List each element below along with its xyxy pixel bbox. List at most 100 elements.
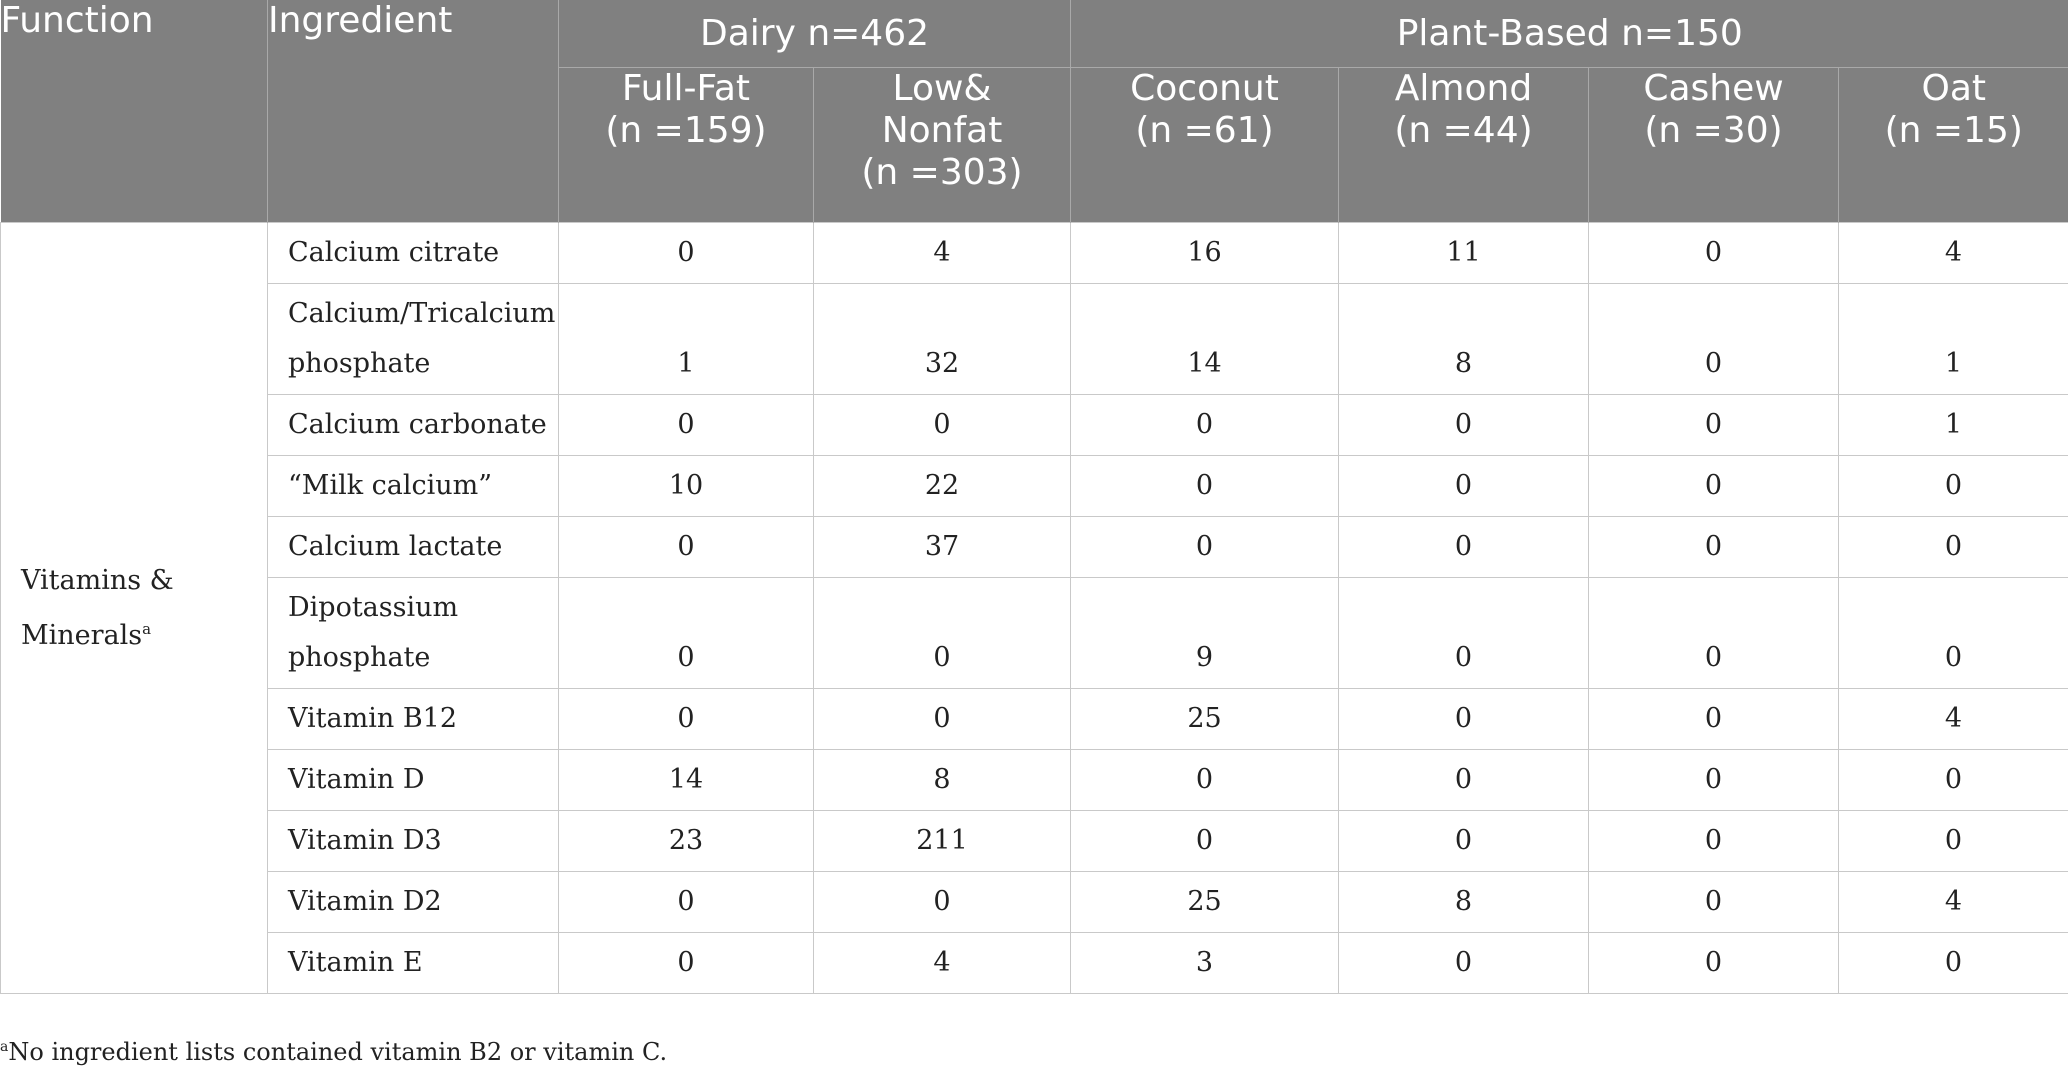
table-row: Vitamin D3 23 211 0 0 0 0	[1, 810, 2068, 872]
ingredient-cell: Dipotassium phosphate	[267, 577, 559, 689]
table-row: Calcium/Tricalcium phosphate 1 32 14 8 0 1	[1, 283, 2068, 395]
plant-group-header: Plant-Based n=150	[1070, 0, 2068, 68]
value-cell: 0	[558, 688, 814, 750]
value-cell: 0	[1070, 394, 1339, 456]
value-cell: 0	[1588, 688, 1839, 750]
value-cell: 23	[558, 810, 814, 872]
value-cell: 0	[813, 688, 1071, 750]
table-row: “Milk calcium” 10 22 0 0 0 0	[1, 455, 2068, 517]
value-cell: 211	[813, 810, 1071, 872]
ingredient-name-continued: phosphate	[288, 642, 431, 673]
value-cell: 1	[558, 283, 814, 395]
ingredient-name: Dipotassium	[288, 592, 459, 623]
value-cell: 0	[1588, 871, 1839, 933]
ingredient-cell: Calcium/Tricalcium phosphate	[267, 283, 559, 395]
table-row: Vitamin D 14 8 0 0 0 0	[1, 749, 2068, 811]
value-cell: 0	[1588, 283, 1839, 395]
table-footnote: aNo ingredient lists contained vitamin B…	[0, 1038, 667, 1066]
value-cell: 9	[1070, 577, 1339, 689]
value-cell: 0	[1338, 688, 1589, 750]
table-row: Vitamin D2 0 0 25 8 0 4	[1, 871, 2068, 933]
value-cell: 0	[1070, 516, 1339, 578]
ingredient-name: Vitamin D2	[288, 886, 442, 917]
ingredient-header: Ingredient	[267, 0, 559, 223]
value-cell: 0	[1838, 516, 2068, 578]
value-cell: 10	[558, 455, 814, 517]
ingredient-name: “Milk calcium”	[288, 470, 493, 501]
value-cell: 11	[1338, 222, 1589, 284]
ingredient-cell: Vitamin D2	[267, 871, 559, 933]
value-cell: 8	[1338, 283, 1589, 395]
function-cell: Vitamins & Mineralsa	[0, 222, 268, 994]
table-row: Calcium lactate 0 37 0 0 0 0	[1, 516, 2068, 578]
value-cell: 0	[813, 871, 1071, 933]
value-cell: 0	[558, 222, 814, 284]
ingredient-cell: Vitamin E	[267, 932, 559, 994]
value-cell: 0	[1588, 810, 1839, 872]
value-cell: 0	[1588, 516, 1839, 578]
value-cell: 0	[1338, 516, 1589, 578]
column-header-line: Cashew	[1643, 68, 1784, 109]
value-cell: 0	[1588, 749, 1839, 811]
column-header-line: (n =61)	[1135, 110, 1274, 151]
ingredient-cell: Vitamin D3	[267, 810, 559, 872]
value-cell: 0	[1070, 810, 1339, 872]
column-header-line: Almond	[1394, 68, 1533, 109]
column-header-line: (n =44)	[1394, 110, 1533, 151]
value-cell: 8	[813, 749, 1071, 811]
value-cell: 0	[1588, 455, 1839, 517]
function-footnote-marker: a	[142, 619, 152, 638]
value-cell: 16	[1070, 222, 1339, 284]
value-cell: 0	[558, 577, 814, 689]
column-header-line: Oat	[1921, 68, 1986, 109]
value-cell: 4	[813, 222, 1071, 284]
value-cell: 0	[1338, 932, 1589, 994]
value-cell: 0	[1838, 455, 2068, 517]
table-row: Dipotassium phosphate 0 0 9 0 0 0	[1, 577, 2068, 689]
ingredient-cell: “Milk calcium”	[267, 455, 559, 517]
value-cell: 1	[1838, 283, 2068, 395]
header-row-columns: Full-Fat (n =159) Low& Nonfat (n =303) Coconu…	[1, 67, 2068, 223]
ingredient-cell: Vitamin D	[267, 749, 559, 811]
ingredient-cell: Calcium citrate	[267, 222, 559, 284]
value-cell: 4	[1838, 871, 2068, 933]
value-cell: 8	[1338, 871, 1589, 933]
value-cell: 0	[1070, 749, 1339, 811]
ingredient-cell: Calcium lactate	[267, 516, 559, 578]
ingredient-name: Calcium carbonate	[288, 409, 547, 440]
value-cell: 0	[1070, 455, 1339, 517]
column-header: Low& Nonfat (n =303)	[813, 67, 1071, 223]
table-row: Calcium carbonate 0 0 0 0 0 1	[1, 394, 2068, 456]
value-cell: 4	[813, 932, 1071, 994]
value-cell: 0	[1338, 577, 1589, 689]
value-cell: 1	[1838, 394, 2068, 456]
value-cell: 0	[1588, 577, 1839, 689]
column-header-line: (n =159)	[605, 110, 767, 151]
value-cell: 0	[813, 394, 1071, 456]
column-header-line: (n =303)	[861, 152, 1023, 193]
value-cell: 0	[1838, 749, 2068, 811]
value-cell: 0	[558, 516, 814, 578]
value-cell: 0	[558, 394, 814, 456]
value-cell: 0	[558, 932, 814, 994]
ingredient-name: Vitamin D3	[288, 825, 442, 856]
value-cell: 22	[813, 455, 1071, 517]
value-cell: 0	[1338, 394, 1589, 456]
function-label-line: Vitamins &	[21, 564, 174, 596]
dairy-group-header: Dairy n=462	[558, 0, 1071, 68]
value-cell: 37	[813, 516, 1071, 578]
column-header-line: Coconut	[1130, 68, 1279, 109]
value-cell: 14	[1070, 283, 1339, 395]
footnote-text: No ingredient lists contained vitamin B2…	[8, 1038, 668, 1066]
value-cell: 14	[558, 749, 814, 811]
value-cell: 0	[1588, 394, 1839, 456]
ingredient-cell: Vitamin B12	[267, 688, 559, 750]
column-header-line: (n =30)	[1644, 110, 1783, 151]
value-cell: 4	[1838, 222, 2068, 284]
ingredient-name: Calcium/Tricalcium	[288, 298, 556, 329]
column-header: Coconut (n =61)	[1070, 67, 1339, 223]
column-header-line: Nonfat	[881, 110, 1003, 151]
column-header: Cashew (n =30)	[1588, 67, 1839, 223]
value-cell: 0	[813, 577, 1071, 689]
